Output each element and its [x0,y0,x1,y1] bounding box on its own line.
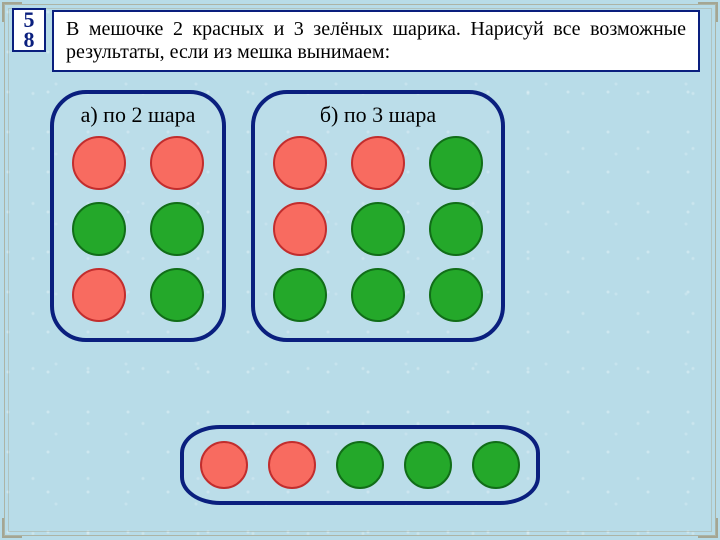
ball-row [273,136,483,190]
panel-a-title: а) по 2 шара [72,102,204,128]
bag [180,425,540,505]
panel-b-title: б) по 3 шара [273,102,483,128]
ball-row [273,202,483,256]
task-text: В мешочке 2 красных и 3 зелёных шарика. … [66,18,686,63]
green-ball [472,441,520,489]
ball-row [72,268,204,322]
red-ball [150,136,204,190]
green-ball [150,268,204,322]
green-ball [404,441,452,489]
badge-line2: 8 [24,27,35,52]
ball-row [72,202,204,256]
problem-number-badge: 5 8 [12,8,46,52]
red-ball [72,136,126,190]
red-ball [273,136,327,190]
task-text-box: В мешочке 2 красных и 3 зелёных шарика. … [52,10,700,72]
ball-row [72,136,204,190]
green-ball [351,268,405,322]
green-ball [273,268,327,322]
red-ball [268,441,316,489]
corner-ornament [698,518,718,538]
panel-a: а) по 2 шара [50,90,226,342]
green-ball [336,441,384,489]
red-ball [351,136,405,190]
green-ball [429,136,483,190]
green-ball [72,202,126,256]
green-ball [150,202,204,256]
red-ball [72,268,126,322]
red-ball [200,441,248,489]
green-ball [429,268,483,322]
corner-ornament [2,518,22,538]
green-ball [429,202,483,256]
panel-b: б) по 3 шара [251,90,505,342]
red-ball [273,202,327,256]
bag-container [180,425,540,505]
corner-ornament [698,2,718,22]
green-ball [351,202,405,256]
panels-container: а) по 2 шара б) по 3 шара [50,90,670,342]
ball-row [273,268,483,322]
